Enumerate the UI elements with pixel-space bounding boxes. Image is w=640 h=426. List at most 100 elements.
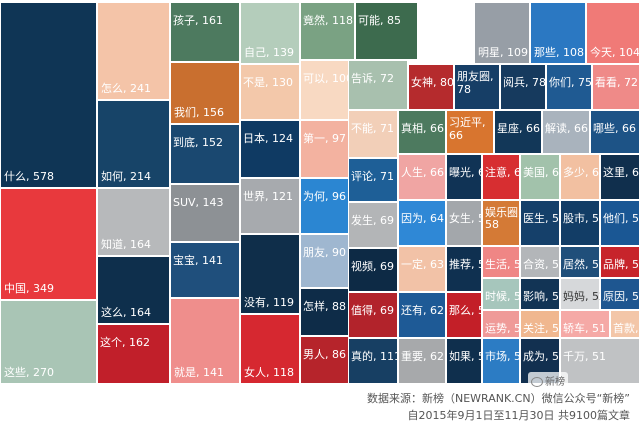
treemap-label: 女神, 80 (411, 75, 454, 89)
treemap-cell: 原因, 51 (600, 278, 640, 310)
treemap-label: 日本, 124 (243, 131, 293, 145)
treemap-label: 那些, 108 (534, 45, 584, 59)
source-line-2: 自2015年9月1日至11月30日 共9100篇文章 (407, 409, 630, 422)
treemap-rect (520, 278, 560, 310)
treemap-cell: 看看, 72 (592, 64, 640, 110)
treemap-label: 多少, 60 (563, 165, 606, 179)
treemap-cell: 视频, 69 (348, 248, 398, 292)
treemap-cell: 运势, 54 (482, 310, 528, 338)
treemap-rect (300, 120, 355, 178)
treemap-label: 告诉, 72 (351, 72, 394, 85)
treemap-label: 你们, 75 (549, 75, 592, 89)
treemap-cell: 如何, 214 (97, 100, 170, 188)
treemap-rect (0, 300, 97, 384)
treemap-cell: 人生, 66 (398, 154, 446, 200)
treemap-label: 我们, 156 (174, 105, 224, 119)
treemap-rect (170, 62, 240, 124)
treemap-label: 评论, 71 (351, 169, 394, 183)
treemap-rect (240, 120, 300, 178)
treemap-cell: 如果, 58 (446, 338, 492, 384)
treemap-label: 因为, 64 (401, 212, 444, 225)
treemap-label: 为何, 96 (303, 190, 346, 203)
treemap-cell: 知道, 164 (97, 188, 170, 256)
treemap-cell: 妈妈, 52 (560, 278, 606, 310)
treemap-rect (560, 310, 610, 338)
treemap-label: 女生, 59 (449, 211, 492, 225)
treemap-cell: 这里, 60 (600, 154, 640, 200)
treemap-label: SUV, 143 (173, 196, 224, 209)
treemap-label: 孩子, 161 (173, 14, 223, 27)
treemap-rect (97, 100, 170, 188)
treemap-cell: 为何, 96 (300, 178, 355, 234)
treemap-cell: 医生, 57 (520, 200, 566, 246)
treemap-cell: 朋友圈, 78 (454, 64, 500, 110)
treemap-rect (97, 2, 170, 100)
treemap-rect (560, 200, 600, 246)
treemap-rect (240, 314, 300, 384)
treemap-rect (97, 188, 170, 256)
treemap-label: 合资, 54 (523, 257, 566, 271)
treemap-cell: 这么, 164 (97, 256, 170, 324)
treemap-label: 品牌, 53 (603, 257, 640, 271)
treemap-label: 那么, 59 (449, 304, 492, 317)
treemap-rect (610, 310, 640, 338)
treemap-rect (482, 338, 520, 384)
treemap-label: 这个, 162 (100, 335, 150, 349)
treemap-rect (300, 288, 355, 336)
treemap-rect (546, 64, 592, 110)
treemap-cell: 女生, 59 (446, 200, 492, 246)
treemap-rect (560, 278, 600, 310)
treemap-cell: 关注, 53 (520, 310, 566, 338)
treemap-rect (446, 338, 482, 384)
treemap-label: 宝宝, 141 (173, 253, 223, 267)
treemap-rect (240, 2, 300, 64)
treemap-rect (240, 178, 300, 234)
treemap-label: 还有, 62 (401, 303, 444, 317)
treemap-label: 如何, 214 (101, 169, 151, 183)
treemap-cell: 日本, 124 (240, 120, 300, 178)
treemap-cell: 评论, 71 (348, 158, 398, 202)
treemap-label: 市场, 54 (485, 349, 528, 363)
treemap-cell: 中国, 349 (0, 188, 97, 300)
treemap-label: 注意, 60 (485, 165, 528, 179)
treemap-cell: 可能, 85 (355, 2, 418, 60)
treemap-cell: 解读, 66 (542, 110, 590, 154)
treemap-rect (542, 110, 590, 154)
treemap-cell: 男人, 86 (300, 336, 355, 384)
treemap-label: 值得, 69 (351, 304, 394, 317)
treemap-cell: 哪些, 66 (590, 110, 640, 154)
treemap-cell: 他们, 56 (600, 200, 640, 246)
treemap-label: 可能, 85 (358, 13, 401, 27)
brand-watermark: 新榜 (528, 372, 568, 389)
treemap-rect (494, 110, 542, 154)
treemap-rect (170, 298, 240, 384)
treemap-rect (348, 60, 408, 110)
treemap-label: 曝光, 61 (449, 165, 492, 179)
treemap-rect (446, 110, 494, 154)
treemap-label: 明星, 109 (478, 46, 528, 59)
treemap-cell: 重要, 62 (398, 338, 446, 384)
treemap-cell: 我们, 156 (170, 62, 240, 124)
treemap-label: 看看, 72 (595, 75, 638, 89)
treemap-rect (520, 246, 560, 278)
treemap-label: 朋友圈, 78 (457, 69, 494, 96)
treemap-rect (240, 64, 300, 120)
treemap-cell: 真相, 66 (398, 110, 446, 154)
treemap-cell: 影响, 53 (520, 278, 566, 310)
treemap-rect (240, 234, 300, 314)
treemap-label: 这么, 164 (101, 305, 151, 319)
treemap-label: 到底, 152 (173, 135, 223, 149)
treemap-cell: 值得, 69 (348, 292, 398, 338)
treemap-label: 他们, 56 (603, 211, 640, 225)
treemap-label: 妈妈, 52 (563, 289, 606, 303)
treemap-cell: 你们, 75 (546, 64, 592, 110)
treemap-cell: 那么, 59 (446, 292, 492, 338)
treemap-rect (482, 246, 520, 278)
treemap-cell: 首款, 51 (610, 310, 640, 338)
treemap-rect (474, 2, 530, 64)
treemap-cell: 这个, 162 (97, 324, 170, 384)
treemap-rect (0, 188, 97, 300)
treemap-label: 知道, 164 (101, 237, 151, 251)
treemap-rect (398, 200, 446, 246)
